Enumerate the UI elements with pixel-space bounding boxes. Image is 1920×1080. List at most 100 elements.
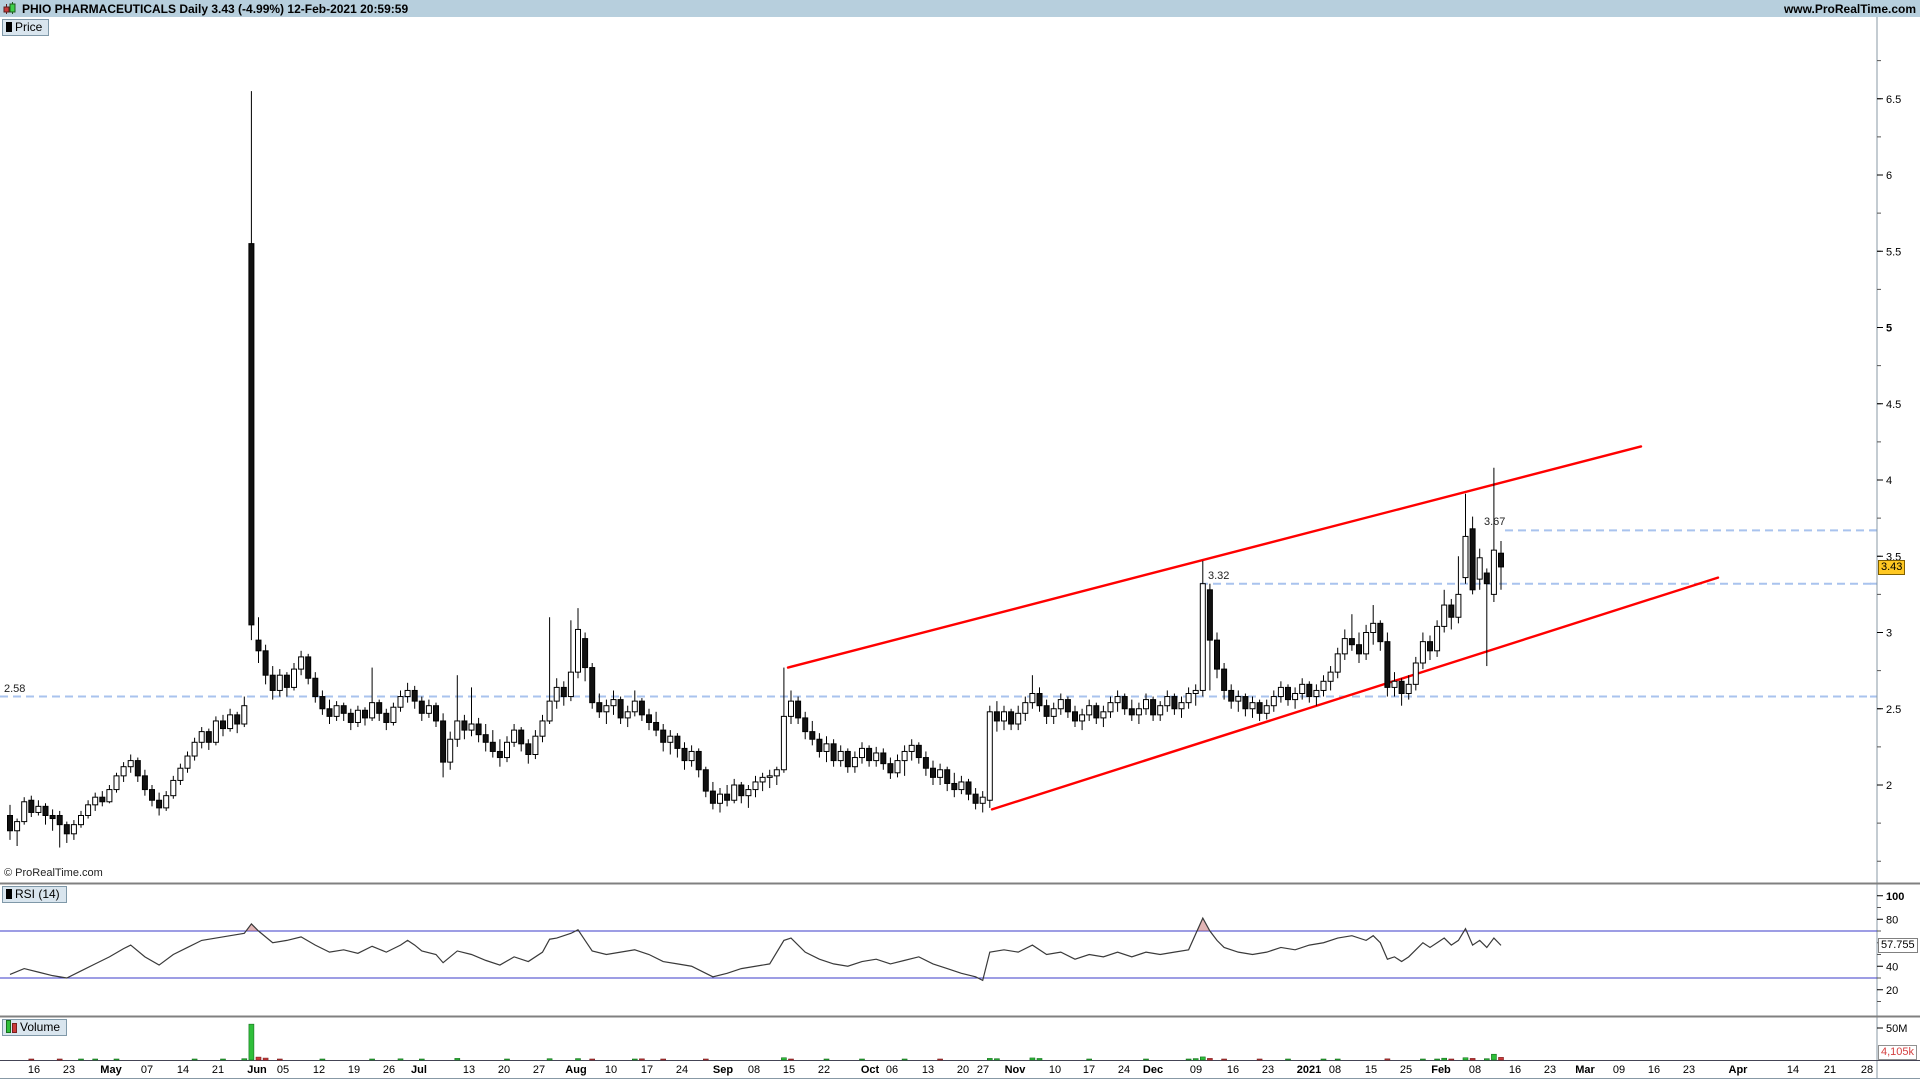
candle-body [283, 674, 290, 688]
xaxis-label-Sep[interactable]: Sep [713, 1064, 733, 1076]
candle-body [518, 729, 525, 745]
candle-body [837, 750, 844, 762]
candle-body [170, 779, 177, 797]
candle-body [1100, 711, 1107, 719]
xaxis-label-15[interactable]: 15 [783, 1064, 795, 1076]
rsi-axis-label: 40 [1886, 961, 1898, 973]
candle-body [1164, 696, 1171, 707]
xaxis-label-10[interactable]: 10 [605, 1064, 617, 1076]
volume-bar [248, 1023, 255, 1061]
candle-body [56, 815, 63, 826]
price-axis-label: 6 [1886, 170, 1892, 182]
candle-body [496, 750, 503, 759]
candle-body [1022, 702, 1029, 714]
level-label-2-58[interactable]: 2.58 [4, 683, 26, 695]
xaxis-label-16[interactable]: 16 [1648, 1064, 1660, 1076]
xaxis-label-14[interactable]: 14 [1787, 1064, 1799, 1076]
volume-bar [1185, 1058, 1192, 1061]
candle-body [1398, 680, 1405, 694]
xaxis-label-09[interactable]: 09 [1190, 1064, 1202, 1076]
xaxis-label-25[interactable]: 25 [1400, 1064, 1412, 1076]
xaxis-label-Oct[interactable]: Oct [861, 1064, 880, 1076]
xaxis-label-13[interactable]: 13 [922, 1064, 934, 1076]
candle-body [1277, 686, 1284, 698]
trendline-lower[interactable] [990, 576, 1720, 811]
candle-body [617, 699, 624, 719]
candle-body [21, 801, 28, 823]
xaxis-label-06[interactable]: 06 [886, 1064, 898, 1076]
xaxis-label-07[interactable]: 07 [141, 1064, 153, 1076]
volume-bar [28, 1058, 35, 1061]
tab-rsi[interactable]: RSI (14) [2, 886, 67, 903]
xaxis-label-08[interactable]: 08 [1329, 1064, 1341, 1076]
xaxis-label-Jun[interactable]: Jun [247, 1064, 267, 1076]
candle-body [354, 709, 361, 723]
xaxis-label-23[interactable]: 23 [63, 1064, 75, 1076]
volume-value-box: 4,105k [1878, 1045, 1918, 1060]
candle-body [1157, 705, 1164, 716]
trendline-upper[interactable] [786, 445, 1643, 669]
xaxis-label-13[interactable]: 13 [463, 1064, 475, 1076]
xaxis-label-16[interactable]: 16 [28, 1064, 40, 1076]
candle-body [1476, 557, 1483, 580]
volume-bar [241, 1058, 248, 1061]
candle-body [440, 720, 447, 763]
tab-volume[interactable]: Volume [2, 1019, 68, 1036]
xaxis-label-14[interactable]: 14 [177, 1064, 189, 1076]
xaxis-label-27[interactable]: 27 [533, 1064, 545, 1076]
tab-price[interactable]: Price [2, 19, 50, 36]
xaxis-label-24[interactable]: 24 [1118, 1064, 1130, 1076]
candle-body [1135, 708, 1142, 716]
xaxis-label-Feb[interactable]: Feb [1431, 1064, 1451, 1076]
xaxis-label-19[interactable]: 19 [348, 1064, 360, 1076]
xaxis-label-Apr[interactable]: Apr [1729, 1064, 1749, 1076]
rsi-overbought-area [246, 923, 259, 931]
xaxis-label-Dec[interactable]: Dec [1143, 1064, 1163, 1076]
xaxis-label-May[interactable]: May [100, 1064, 122, 1076]
xaxis-label-08[interactable]: 08 [1469, 1064, 1481, 1076]
xaxis-label-Mar[interactable]: Mar [1575, 1064, 1595, 1076]
xaxis-label-09[interactable]: 09 [1613, 1064, 1625, 1076]
volume-bar [823, 1058, 830, 1061]
xaxis-label-27[interactable]: 27 [977, 1064, 989, 1076]
level-label-3-67[interactable]: 3.67 [1484, 516, 1506, 528]
xaxis-label-20[interactable]: 20 [957, 1064, 969, 1076]
candle-body [546, 700, 553, 722]
volume-bar [575, 1058, 581, 1061]
xaxis-label-21[interactable]: 21 [1824, 1064, 1836, 1076]
chart-background[interactable] [0, 17, 1920, 1080]
xaxis-label-21[interactable]: 21 [212, 1064, 224, 1076]
xaxis-label-12[interactable]: 12 [313, 1064, 325, 1076]
level-label-3-32[interactable]: 3.32 [1208, 570, 1230, 582]
xaxis-label-2021[interactable]: 2021 [1297, 1064, 1321, 1076]
xaxis-label-05[interactable]: 05 [277, 1064, 289, 1076]
candle-body [1043, 705, 1050, 717]
xaxis-label-Nov[interactable]: Nov [1005, 1064, 1027, 1076]
xaxis-label-17[interactable]: 17 [1083, 1064, 1095, 1076]
xaxis-label-16[interactable]: 16 [1509, 1064, 1521, 1076]
xaxis-label-17[interactable]: 17 [641, 1064, 653, 1076]
xaxis-label-16[interactable]: 16 [1227, 1064, 1239, 1076]
xaxis-label-23[interactable]: 23 [1683, 1064, 1695, 1076]
candle-body [362, 709, 368, 719]
prorealtime-link[interactable]: www.ProRealTime.com [1783, 1, 1916, 16]
candle-body [1107, 702, 1114, 713]
xaxis-label-26[interactable]: 26 [383, 1064, 395, 1076]
xaxis-label-23[interactable]: 23 [1262, 1064, 1274, 1076]
xaxis-label-15[interactable]: 15 [1365, 1064, 1377, 1076]
xaxis-label-23[interactable]: 23 [1544, 1064, 1556, 1076]
xaxis-label-10[interactable]: 10 [1049, 1064, 1061, 1076]
xaxis-label-Jul[interactable]: Jul [411, 1064, 427, 1076]
xaxis-label-24[interactable]: 24 [676, 1064, 688, 1076]
xaxis-label-22[interactable]: 22 [818, 1064, 830, 1076]
xaxis-label-28[interactable]: 28 [1861, 1064, 1873, 1076]
xaxis-label-20[interactable]: 20 [498, 1064, 510, 1076]
candle-body [674, 735, 681, 749]
candle-body [248, 243, 255, 626]
xaxis-label-Aug[interactable]: Aug [565, 1064, 586, 1076]
candle-body [1391, 680, 1398, 688]
volume-bar [418, 1058, 425, 1061]
xaxis-label-08[interactable]: 08 [748, 1064, 760, 1076]
volume-bar [631, 1058, 638, 1061]
